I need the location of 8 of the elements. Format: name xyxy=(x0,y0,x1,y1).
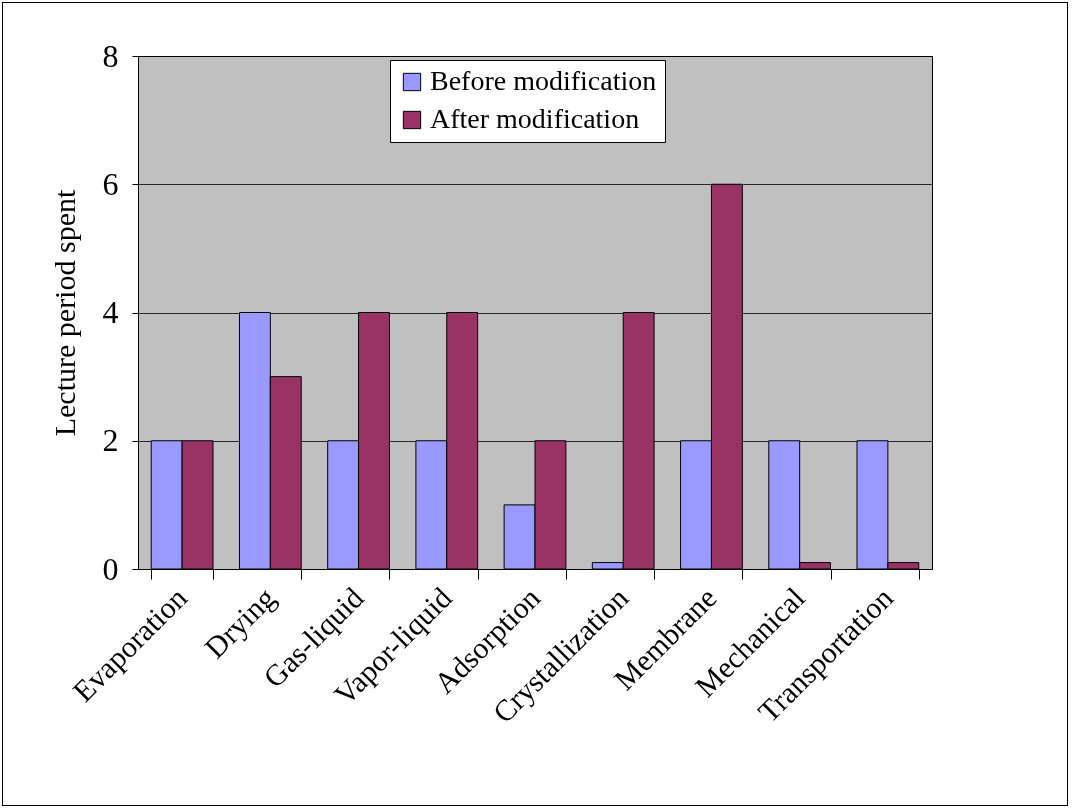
y-tick-label: 0 xyxy=(102,550,119,587)
y-tick-label: 6 xyxy=(102,165,119,202)
y-tick-label: 2 xyxy=(102,422,119,459)
legend-label: After modification xyxy=(430,103,640,134)
y-axis-title: Lecture period spent xyxy=(47,189,81,437)
y-tick-label: 8 xyxy=(102,37,119,74)
y-tick-label: 4 xyxy=(102,294,119,330)
legend-label: Before modification xyxy=(430,65,657,96)
